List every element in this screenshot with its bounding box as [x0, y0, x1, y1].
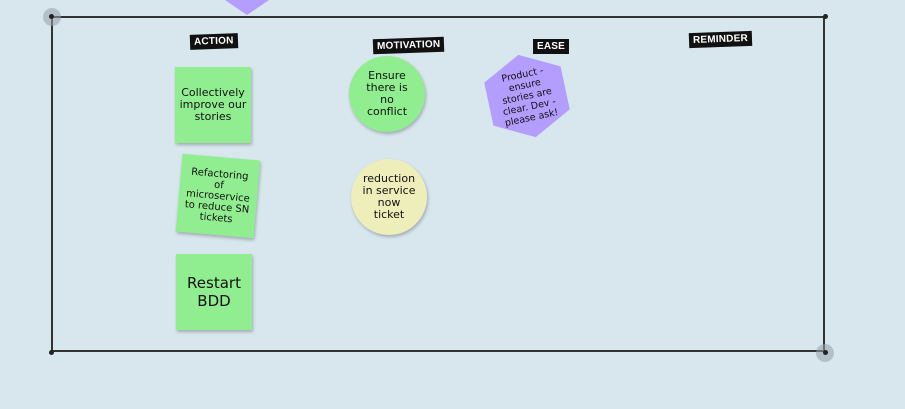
sticky-note-text: Collectively improve our stories [179, 86, 247, 123]
hexagon-shape-graphic [225, 0, 269, 15]
sticky-note[interactable]: Restart BDD [176, 254, 252, 330]
board-frame[interactable] [51, 16, 825, 352]
circle-sticker[interactable]: reduction in service now ticket [351, 159, 427, 235]
label-ease[interactable]: EASE [533, 39, 570, 54]
circle-sticker-text: reduction in service now ticket [362, 172, 416, 221]
frame-corner-bottom-right [823, 350, 828, 355]
hexagon-sticker-text: Product - ensure stories are clear. Dev … [500, 64, 560, 129]
circle-sticker[interactable]: Ensure there is no conflict [349, 56, 425, 132]
sticky-note[interactable]: Collectively improve our stories [175, 67, 251, 143]
hexagon-sticker[interactable]: Product - ensure stories are clear. Dev … [476, 44, 578, 148]
circle-sticker-text: Ensure there is no conflict [366, 69, 408, 118]
sticky-note-text: Refactoring of microservice to reduce SN… [184, 166, 251, 225]
frame-corner-top-left [49, 14, 54, 19]
sticky-note[interactable]: Refactoring of microservice to reduce SN… [175, 153, 261, 239]
label-reminder[interactable]: REMINDER [688, 30, 753, 49]
label-motivation[interactable]: MOTIVATION [372, 36, 445, 55]
hexagon-shape-graphic [484, 54, 570, 138]
offscreen-hexagon-shape[interactable] [205, 0, 285, 16]
frame-corner-bottom-left [49, 350, 54, 355]
frame-corner-top-right [823, 14, 828, 19]
label-action[interactable]: ACTION [189, 33, 238, 50]
sticky-note-text: Restart BDD [187, 274, 241, 310]
